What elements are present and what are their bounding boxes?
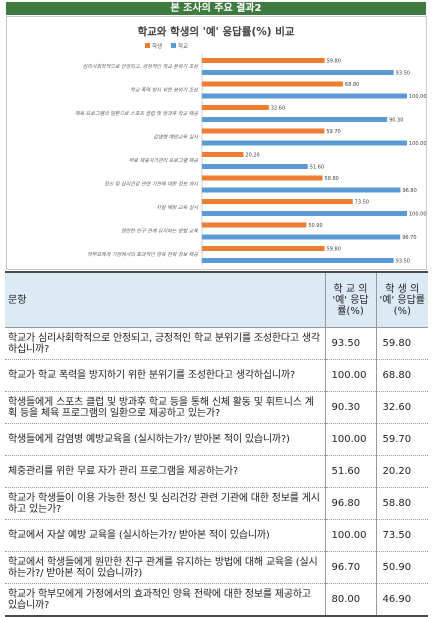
category-label: 심리사회학적으로 안정되고, 긍정적인 학교 분위기 조성 — [83, 63, 200, 70]
table-row: 체중관리를 위한 무료 자가 관리 프로그램을 제공하는가? 51.60 20.20 — [5, 455, 428, 488]
question-cell: 학교에서 학생들에게 원만한 친구 관계를 유지하는 방법에 대해 교육을 (실… — [5, 551, 325, 584]
data-label: 59.80 — [327, 59, 341, 65]
bar-school — [202, 234, 401, 240]
bar-student — [202, 128, 325, 134]
category-label: 무료 체중자가관리 프로그램 제공 — [129, 157, 199, 164]
question-cell: 학교에서 자살 예방 교육을 (실시하는가?/ 받아본 적이 있습니까) — [5, 519, 325, 552]
table-row: 학교에서 학생들에게 원만한 친구 관계를 유지하는 방법에 대해 교육을 (실… — [5, 551, 428, 584]
legend-swatch — [145, 43, 150, 48]
data-label: 100.00 — [409, 94, 426, 100]
chart-title: 학교와 학생의 '예' 응답률(%) 비교 — [137, 25, 294, 38]
school-rate-cell: 80.00 — [324, 583, 376, 616]
header-student-rate: 학 생 의 '예' 응답률(%) — [375, 271, 428, 328]
category-label: 자살 예방 교육 실시 — [156, 204, 198, 211]
bar-student — [202, 199, 353, 204]
bar-student — [202, 58, 325, 63]
student-rate-cell: 58.80 — [375, 487, 428, 520]
data-label: 20.20 — [245, 153, 259, 159]
school-rate-cell: 96.70 — [324, 551, 376, 584]
school-rate-cell: 96.80 — [324, 487, 376, 520]
header-school-rate: 학 교 의 '예' 응답률(%) — [324, 271, 376, 328]
question-cell: 학교가 학생들이 이용 가능한 정신 및 심리건강 관련 기관에 대한 정보를 … — [5, 487, 325, 520]
category-label: 원만한 친구 관계 유지하는 방법 교육 — [121, 227, 198, 234]
bar-student — [202, 246, 325, 251]
bar-school — [202, 164, 308, 169]
school-rate-cell: 100.00 — [324, 359, 376, 392]
table-row: 학교가 학교 폭력을 방지하기 위한 분위기를 조성한다고 생각하십니까? 100… — [5, 359, 428, 392]
school-rate-cell: 90.30 — [324, 391, 376, 424]
bar-school — [202, 140, 407, 146]
bar-school — [202, 187, 401, 193]
results-table: 문항 학 교 의 '예' 응답률(%) 학 생 의 '예' 응답률(%) 학교가… — [5, 271, 428, 617]
data-label: 73.50 — [355, 200, 369, 206]
table-header-row: 문항 학 교 의 '예' 응답률(%) 학 생 의 '예' 응답률(%) — [5, 271, 428, 328]
bar-student — [202, 105, 269, 110]
data-label: 51.60 — [310, 165, 324, 171]
question-cell: 학교가 심리사회학적으로 안정되고, 긍정적인 학교 분위기를 조성한다고 생각… — [5, 327, 325, 360]
data-label: 50.90 — [308, 223, 322, 229]
student-rate-cell: 59.70 — [375, 423, 428, 456]
bar-school — [202, 93, 407, 99]
legend-label: 학교 — [178, 42, 188, 50]
table-row: 학교에서 자살 예방 교육을 (실시하는가?/ 받아본 적이 있습니까) 100.… — [5, 519, 428, 552]
student-rate-cell: 46.90 — [375, 583, 428, 616]
data-label: 93.50 — [396, 71, 410, 77]
data-label: 68.80 — [345, 82, 359, 88]
legend-swatch — [171, 43, 176, 48]
table-row: 학교가 심리사회학적으로 안정되고, 긍정적인 학교 분위기를 조성한다고 생각… — [5, 327, 428, 360]
student-rate-cell: 50.90 — [375, 551, 428, 584]
school-rate-cell: 51.60 — [324, 455, 376, 488]
data-label: 90.30 — [389, 118, 403, 124]
report-banner: 본 조사의 주요 결과2 — [6, 2, 426, 15]
school-rate-cell: 100.00 — [324, 423, 376, 456]
category-label: 감염병 예방교육 실시 — [153, 133, 198, 140]
bar-student — [202, 175, 323, 181]
header-question: 문항 — [5, 271, 325, 328]
bar-school — [202, 211, 407, 216]
school-rate-cell: 93.50 — [324, 327, 376, 360]
data-label: 32.60 — [271, 106, 285, 112]
bar-student — [202, 222, 307, 228]
student-rate-cell: 59.80 — [375, 327, 428, 360]
student-rate-cell: 73.50 — [375, 519, 428, 552]
data-label: 58.80 — [325, 176, 339, 182]
legend-label: 학생 — [152, 42, 162, 50]
table-row: 학생들에게 스포츠 클럽 및 방과후 학교 등을 통해 신체 활동 및 휘트니스… — [5, 391, 428, 424]
category-label: 체육 프로그램의 일환으로 스포츠 클럽 및 방과후 학교 제공 — [75, 110, 199, 117]
question-cell: 학교가 학교 폭력을 방지하기 위한 분위기를 조성한다고 생각하십니까? — [5, 359, 325, 392]
bar-student — [202, 152, 244, 157]
data-label: 59.70 — [326, 129, 340, 135]
student-rate-cell: 20.20 — [375, 455, 428, 488]
category-label: 학교 폭력 방지 위한 분위기 조성 — [130, 86, 199, 93]
student-rate-cell: 68.80 — [375, 359, 428, 392]
question-cell: 체중관리를 위한 무료 자가 관리 프로그램을 제공하는가? — [5, 455, 325, 488]
data-label: 100.00 — [409, 141, 426, 147]
question-cell: 학교가 학부모에게 가정에서의 효과적인 양육 전략에 대한 정보를 제공하고 … — [5, 583, 325, 616]
bar-school — [202, 258, 394, 263]
category-label: 정신 및 심리건강 관련 기관에 대한 정보 게시 — [104, 180, 198, 187]
table-row: 학교가 학부모에게 가정에서의 효과적인 양육 전략에 대한 정보를 제공하고 … — [5, 583, 428, 616]
student-rate-cell: 32.60 — [375, 391, 428, 424]
table-row: 학생들에게 감염병 예방교육을 (실시하는가?/ 받아본 적이 있습니까?) 10… — [5, 423, 428, 456]
data-label: 96.80 — [402, 188, 416, 194]
data-label: 59.80 — [327, 247, 341, 253]
table-row: 학교가 학생들이 이용 가능한 정신 및 심리건강 관련 기관에 대한 정보를 … — [5, 487, 428, 520]
bar-school — [202, 70, 394, 75]
question-cell: 학생들에게 감염병 예방교육을 (실시하는가?/ 받아본 적이 있습니까?) — [5, 423, 325, 456]
school-rate-cell: 100.00 — [324, 519, 376, 552]
data-label: 100.00 — [409, 212, 426, 218]
bar-school — [202, 117, 388, 122]
category-label: 학부모에게 가정에서의 효과적인 양육 전략 정보 제공 — [87, 251, 198, 258]
bar-student — [202, 81, 344, 87]
question-cell: 학생들에게 스포츠 클럽 및 방과후 학교 등을 통해 신체 활동 및 휘트니스… — [5, 391, 325, 424]
data-label: 93.50 — [396, 259, 410, 265]
data-label: 96.70 — [402, 235, 416, 241]
